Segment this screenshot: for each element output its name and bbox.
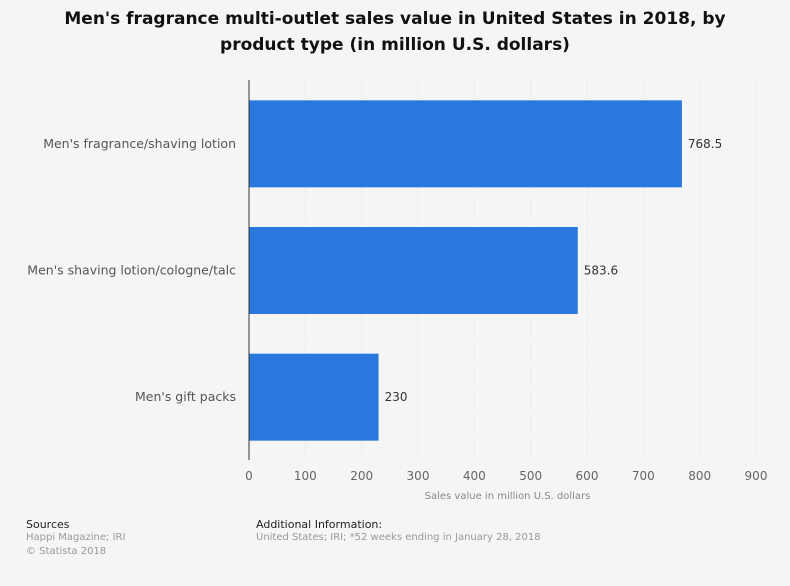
x-tick-label: 500 bbox=[519, 469, 542, 483]
additional-info-text: United States; IRI; *52 weeks ending in … bbox=[256, 532, 541, 543]
x-axis-title: Sales value in million U.S. dollars bbox=[425, 491, 591, 502]
x-tick-label: 600 bbox=[576, 469, 599, 483]
chart-title: Men's fragrance multi-outlet sales value… bbox=[64, 9, 726, 55]
x-tick-label: 800 bbox=[688, 469, 711, 483]
x-tick-label: 0 bbox=[245, 469, 253, 483]
bar bbox=[249, 100, 682, 188]
x-tick-label: 300 bbox=[407, 469, 430, 483]
data-label: 583.6 bbox=[584, 264, 618, 278]
additional-info-title: Additional Information: bbox=[256, 518, 383, 531]
x-tick-label: 200 bbox=[350, 469, 373, 483]
bar bbox=[249, 353, 379, 441]
sources-block: Sources Happi Magazine; IRI © Statista 2… bbox=[26, 518, 125, 559]
bar bbox=[249, 227, 578, 314]
y-category-label: Men's shaving lotion/cologne/talc bbox=[27, 263, 236, 278]
x-tick-label: 400 bbox=[463, 469, 486, 483]
sources-text[interactable]: Happi Magazine; IRI bbox=[26, 532, 126, 543]
y-category-label: Men's fragrance/shaving lotion bbox=[43, 136, 236, 151]
x-tick-label: 700 bbox=[632, 469, 655, 483]
data-label: 230 bbox=[385, 390, 408, 404]
additional-info-block: Additional Information: United States; I… bbox=[256, 518, 541, 545]
data-label: 768.5 bbox=[688, 137, 722, 151]
sources-title: Sources bbox=[26, 518, 70, 531]
x-tick-label: 100 bbox=[294, 469, 317, 483]
copyright: © Statista 2018 bbox=[26, 546, 107, 557]
y-category-label: Men's gift packs bbox=[135, 389, 236, 404]
x-tick-label: 900 bbox=[745, 469, 768, 483]
